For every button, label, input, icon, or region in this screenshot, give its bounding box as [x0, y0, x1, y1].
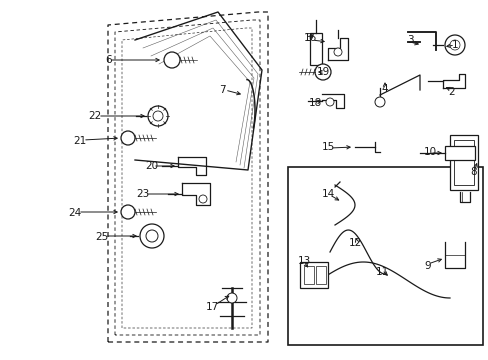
Circle shape	[449, 40, 459, 50]
Circle shape	[153, 111, 163, 121]
Text: 15: 15	[321, 142, 334, 152]
Circle shape	[333, 48, 341, 56]
Text: 6: 6	[105, 55, 112, 65]
Circle shape	[374, 97, 384, 107]
Bar	[453, 140, 473, 158]
Text: 16: 16	[303, 33, 316, 43]
Text: 1: 1	[451, 40, 457, 50]
Circle shape	[163, 52, 180, 68]
Text: 17: 17	[205, 302, 218, 312]
Circle shape	[199, 195, 206, 203]
Bar	[444, 146, 474, 160]
Text: 20: 20	[145, 161, 158, 171]
Bar	[315, 266, 325, 284]
Text: 8: 8	[470, 167, 476, 177]
Text: 19: 19	[316, 67, 329, 77]
Text: 12: 12	[347, 238, 361, 248]
Text: 4: 4	[381, 84, 387, 94]
Bar	[309, 33, 321, 65]
Bar	[453, 160, 473, 185]
Text: 11: 11	[375, 267, 388, 277]
Text: 9: 9	[424, 261, 430, 271]
Circle shape	[444, 35, 464, 55]
Text: 2: 2	[448, 87, 454, 97]
Text: 10: 10	[423, 147, 436, 157]
Text: 18: 18	[308, 98, 321, 108]
Bar	[304, 266, 313, 284]
Text: 23: 23	[136, 189, 149, 199]
Circle shape	[148, 106, 168, 126]
Text: 3: 3	[406, 35, 412, 45]
Circle shape	[121, 131, 135, 145]
Text: 21: 21	[73, 136, 86, 146]
Bar	[449, 135, 477, 190]
Bar	[287, 167, 482, 345]
Text: 25: 25	[95, 232, 108, 242]
Circle shape	[325, 98, 333, 106]
Circle shape	[121, 205, 135, 219]
Circle shape	[226, 293, 237, 303]
Text: 7: 7	[218, 85, 225, 95]
Circle shape	[140, 224, 163, 248]
Text: 22: 22	[88, 111, 102, 121]
Circle shape	[314, 64, 330, 80]
Text: 14: 14	[321, 189, 334, 199]
Text: 24: 24	[68, 208, 81, 218]
Text: 5: 5	[304, 33, 311, 43]
Text: 13: 13	[297, 256, 310, 266]
Bar	[299, 262, 327, 288]
Circle shape	[146, 230, 158, 242]
